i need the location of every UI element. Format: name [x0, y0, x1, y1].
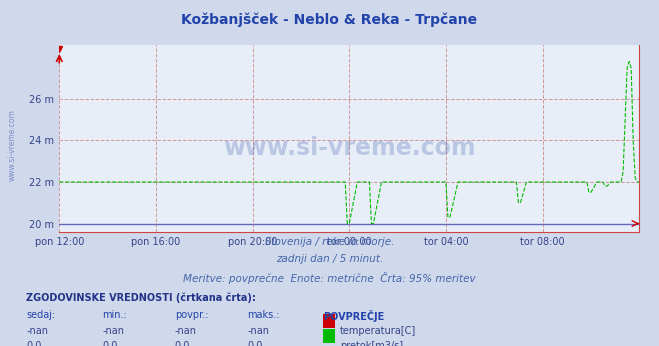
- Text: zadnji dan / 5 minut.: zadnji dan / 5 minut.: [276, 254, 383, 264]
- Text: 0,0: 0,0: [175, 341, 190, 346]
- Text: ZGODOVINSKE VREDNOSTI (črtkana črta):: ZGODOVINSKE VREDNOSTI (črtkana črta):: [26, 292, 256, 303]
- Text: Kožbanjšček - Neblo & Reka - Trpčane: Kožbanjšček - Neblo & Reka - Trpčane: [181, 12, 478, 27]
- Text: povpr.:: povpr.:: [175, 310, 208, 320]
- Text: www.si-vreme.com: www.si-vreme.com: [8, 109, 17, 181]
- Text: sedaj:: sedaj:: [26, 310, 55, 320]
- Text: pretok[m3/s]: pretok[m3/s]: [340, 341, 403, 346]
- Text: 0,0: 0,0: [247, 341, 262, 346]
- Text: Meritve: povprečne  Enote: metrične  Črta: 95% meritev: Meritve: povprečne Enote: metrične Črta:…: [183, 272, 476, 284]
- Text: temperatura[C]: temperatura[C]: [340, 326, 416, 336]
- Text: 0,0: 0,0: [26, 341, 42, 346]
- Text: 0,0: 0,0: [102, 341, 117, 346]
- Text: maks.:: maks.:: [247, 310, 279, 320]
- Text: POVPREČJE: POVPREČJE: [323, 310, 384, 322]
- Text: www.si-vreme.com: www.si-vreme.com: [223, 136, 476, 160]
- Text: Slovenija / reke in morje.: Slovenija / reke in morje.: [265, 237, 394, 247]
- Text: -nan: -nan: [102, 326, 124, 336]
- Text: -nan: -nan: [175, 326, 196, 336]
- Text: -nan: -nan: [26, 326, 48, 336]
- Text: -nan: -nan: [247, 326, 269, 336]
- Text: min.:: min.:: [102, 310, 127, 320]
